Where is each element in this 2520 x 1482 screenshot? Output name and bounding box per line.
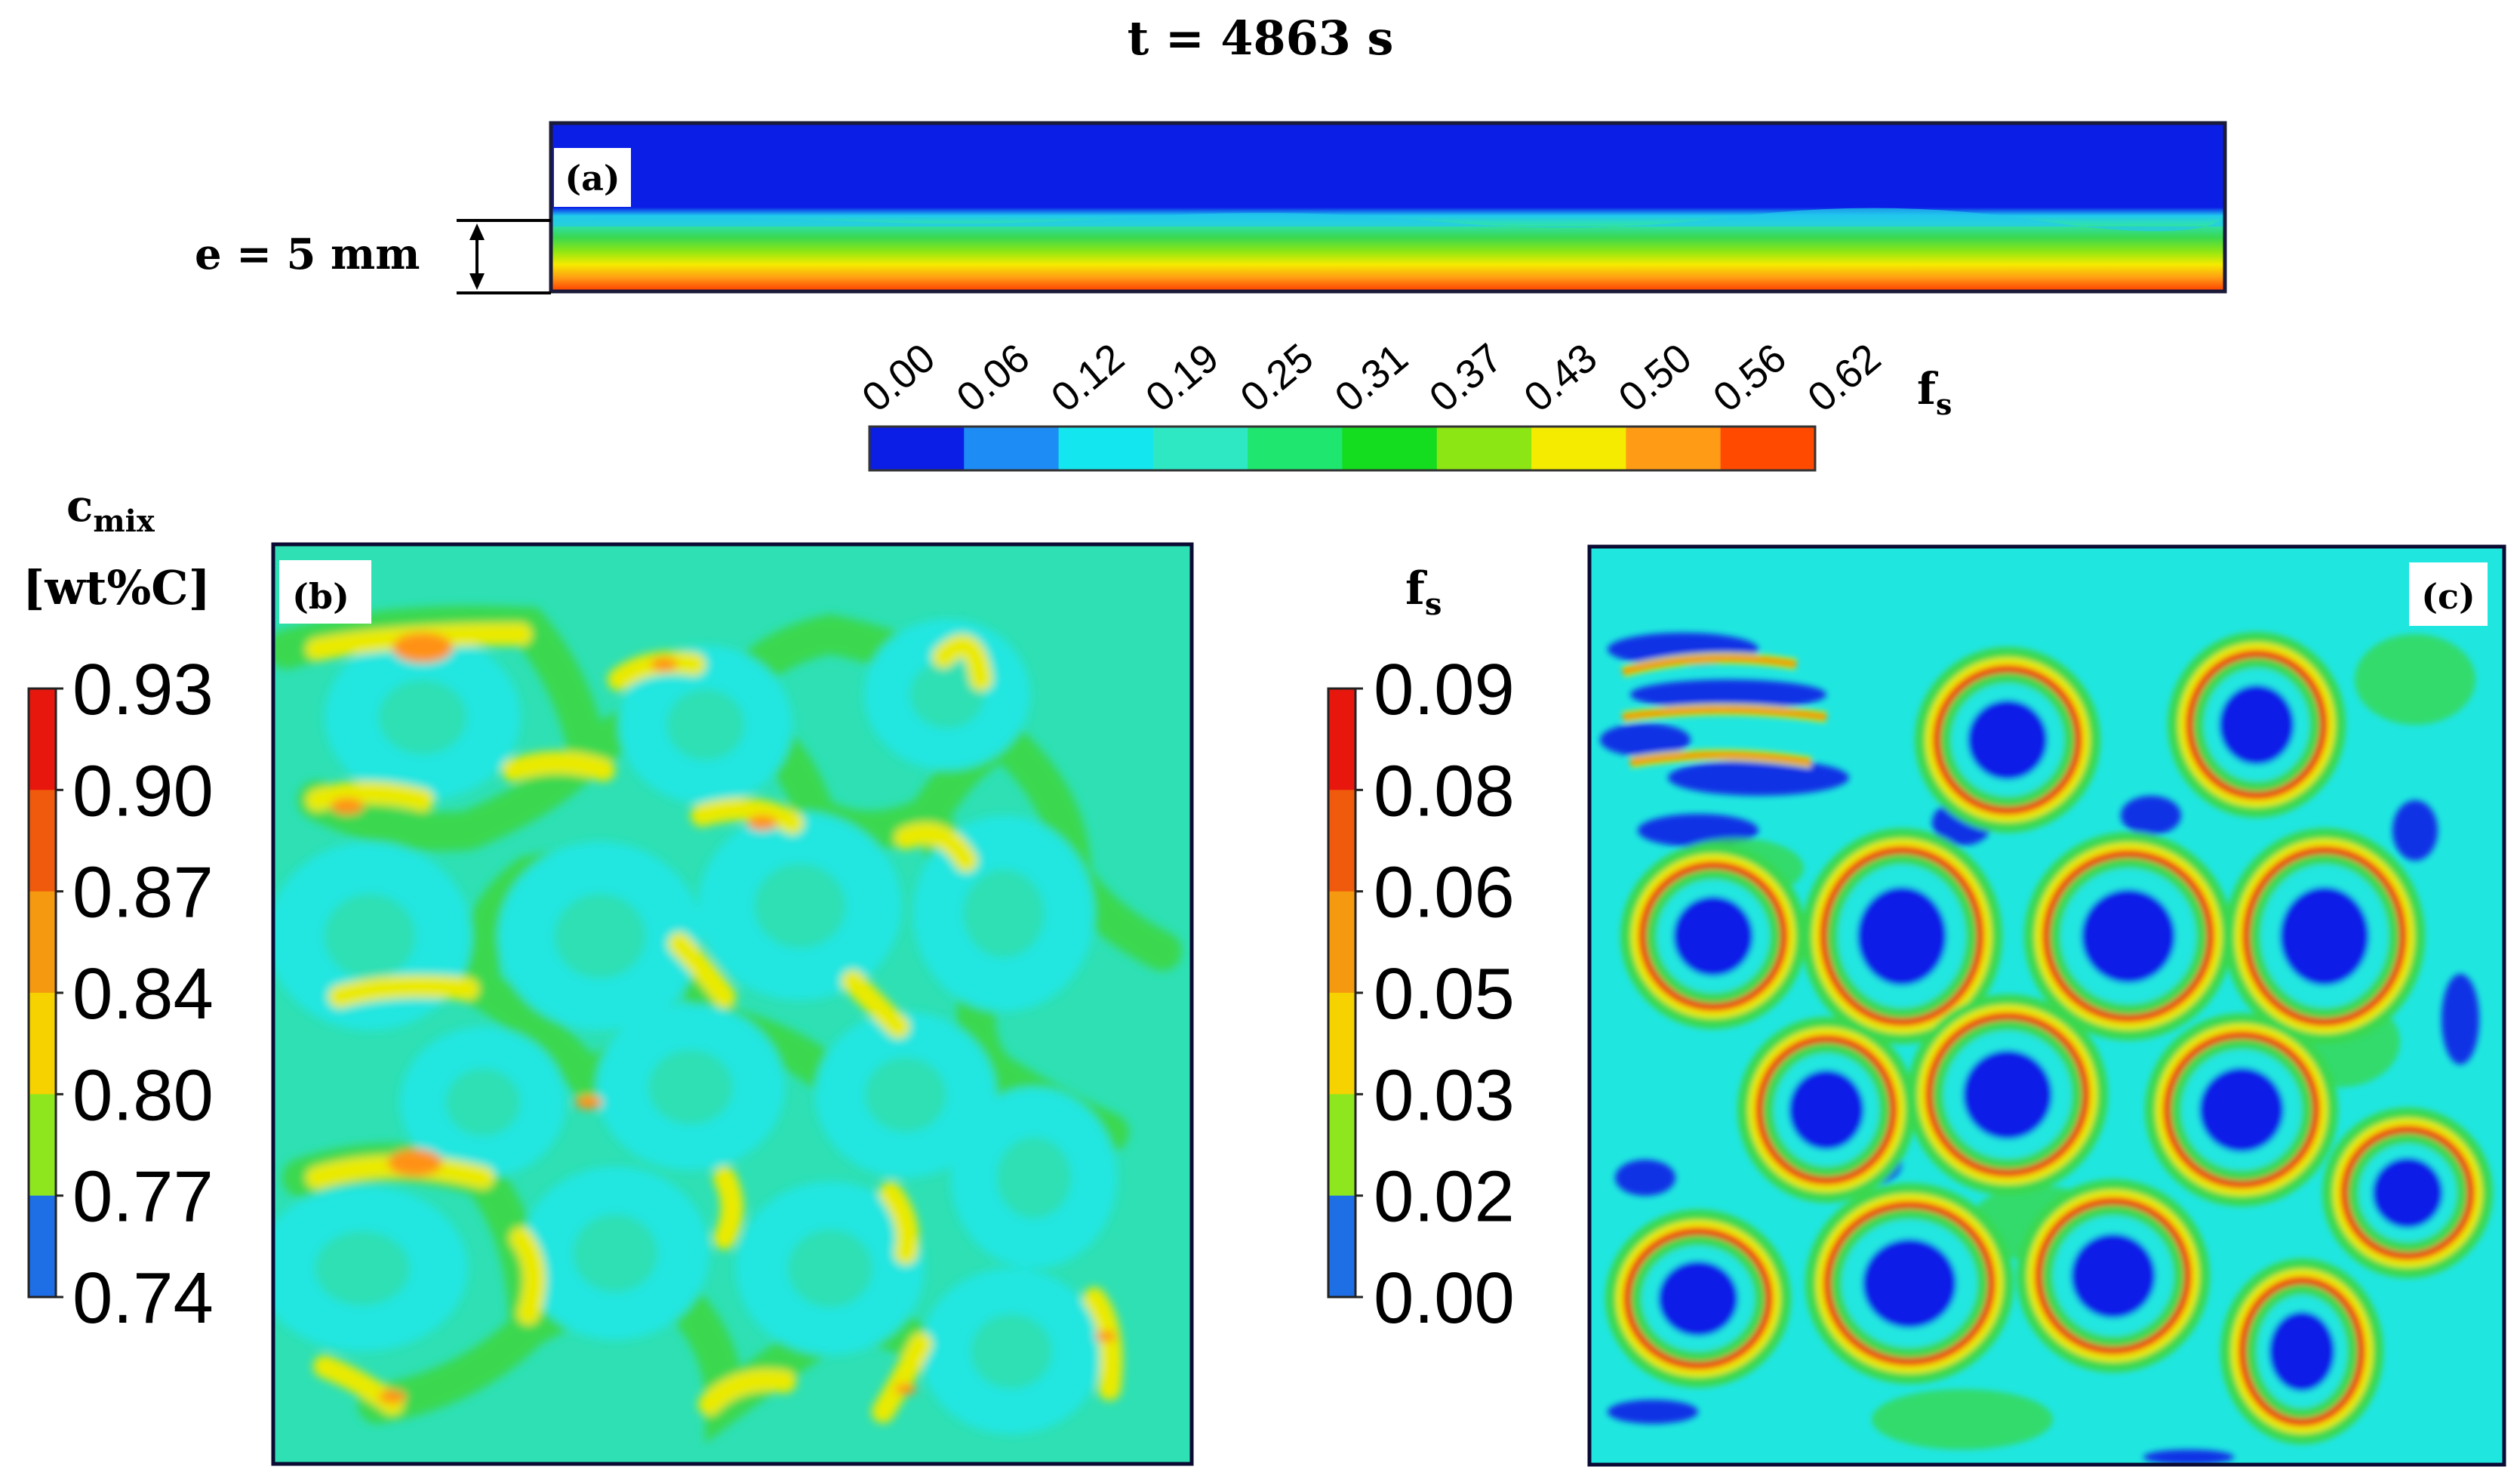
colorbar-fs-tick-label: 0.37 bbox=[1421, 335, 1511, 421]
panel-a-front bbox=[551, 208, 2225, 232]
colorbar-fs-c-label-sub: s bbox=[1425, 587, 1442, 622]
colorbar-fs-c-label: fs bbox=[1405, 562, 1442, 622]
colorbar-fs-tick-label: 0.00 bbox=[854, 335, 943, 421]
panel-a: (a) e = 5 mm 0.00 0.06 0.12 0.19 0.25 0.31 0.3… bbox=[195, 121, 2227, 472]
colorbar-fs-c-swatch bbox=[1328, 891, 1355, 994]
colorbar-cmix-tick-label: 0.93 bbox=[72, 649, 214, 730]
colorbar-cmix-swatch bbox=[29, 1094, 56, 1197]
colorbar-fs-tick-label: 0.31 bbox=[1327, 335, 1417, 421]
colorbar-cmix-label-sub: mix bbox=[93, 504, 155, 539]
panel-c-border bbox=[1587, 544, 2506, 1467]
colorbar-cmix-swatch bbox=[29, 689, 56, 790]
colorbar-fs-label-sub: s bbox=[1936, 387, 1952, 421]
colorbar-cmix-tick-label: 0.84 bbox=[72, 954, 214, 1034]
thickness-dimension bbox=[457, 219, 551, 294]
colorbar-cmix: 0.93 0.90 0.87 0.84 0.80 0.77 0.74 bbox=[27, 649, 214, 1339]
colorbar-fs-tick-label: 0.50 bbox=[1611, 335, 1700, 421]
figure-title: t = 4863 s bbox=[1128, 11, 1394, 66]
panel-a-label-box bbox=[554, 148, 631, 207]
colorbar-fs-tick-label: 0.06 bbox=[948, 335, 1038, 421]
colorbar-fs-c-tick-label: 0.09 bbox=[1374, 649, 1515, 730]
colorbar-cmix-swatch bbox=[29, 993, 56, 1095]
colorbar-fs-swatch bbox=[869, 427, 965, 470]
colorbar-fs-swatch bbox=[1531, 427, 1626, 470]
panel-c-label-box bbox=[2409, 562, 2488, 626]
colorbar-fs-swatch bbox=[1626, 427, 1722, 470]
colorbar-fs-swatch bbox=[1152, 427, 1248, 470]
colorbar-fs-horizontal bbox=[868, 425, 1817, 472]
colorbar-fs-c-tick-label: 0.03 bbox=[1374, 1055, 1515, 1135]
colorbar-fs-tick-label: 0.25 bbox=[1232, 335, 1322, 421]
colorbar-fs-c-tick-label: 0.06 bbox=[1374, 852, 1515, 933]
colorbar-cmix-swatch bbox=[29, 790, 56, 892]
colorbar-cmix-tick-label: 0.77 bbox=[72, 1157, 214, 1237]
colorbar-fs-c-tick-label: 0.02 bbox=[1374, 1157, 1515, 1237]
colorbar-fs-swatch bbox=[1436, 427, 1532, 470]
colorbar-fs-ticks: 0.00 0.06 0.12 0.19 0.25 0.31 0.37 0.43 0.50 0.56… bbox=[854, 335, 1889, 421]
colorbar-fs-c: 0.09 0.08 0.06 0.05 0.03 0.02 0.00 bbox=[1327, 649, 1515, 1339]
colorbar-fs-swatch bbox=[1720, 427, 1816, 470]
panel-b-border bbox=[271, 542, 1194, 1466]
colorbar-fs-c-swatch bbox=[1328, 1094, 1355, 1197]
colorbar-fs-tick-label: 0.43 bbox=[1515, 335, 1605, 421]
colorbar-fs-c-label-main: f bbox=[1405, 562, 1428, 615]
panel-b: (b) cmix [wt%C] 0.93 0.90 0.87 0.84 0.80 0.77… bbox=[23, 480, 1194, 1466]
colorbar-fs-swatch bbox=[1342, 427, 1438, 470]
panel-a-label: (a) bbox=[565, 158, 620, 199]
colorbar-fs-label-main: f bbox=[1917, 363, 1939, 414]
panel-c: (c) fs 0.09 0.08 0.06 0.05 0.03 0.02 0.00 bbox=[1327, 544, 2506, 1467]
colorbar-fs-swatch bbox=[964, 427, 1060, 470]
panel-c-label: (c) bbox=[2421, 576, 2475, 617]
colorbar-fs-label: fs bbox=[1917, 363, 1952, 421]
colorbar-fs-c-swatch bbox=[1328, 689, 1355, 790]
colorbar-fs-tick-label: 0.12 bbox=[1043, 335, 1133, 421]
colorbar-cmix-swatch bbox=[29, 891, 56, 994]
colorbar-fs-swatch bbox=[1058, 427, 1154, 470]
panel-a-field bbox=[551, 123, 2225, 291]
colorbar-cmix-tick-label: 0.90 bbox=[72, 750, 214, 831]
colorbar-fs-tick-label: 0.56 bbox=[1705, 335, 1795, 421]
panel-a-border bbox=[549, 121, 2227, 294]
colorbar-cmix-swatch bbox=[29, 1195, 56, 1298]
colorbar-cmix-tick-label: 0.87 bbox=[72, 852, 214, 933]
colorbar-fs-c-tick-label: 0.00 bbox=[1374, 1258, 1515, 1339]
colorbar-fs-c-tick-label: 0.08 bbox=[1374, 750, 1515, 831]
colorbar-cmix-tick-label: 0.80 bbox=[72, 1055, 214, 1135]
panel-b-label-box bbox=[279, 560, 371, 624]
colorbar-cmix-tick-label: 0.74 bbox=[72, 1258, 214, 1339]
colorbar-fs-swatch bbox=[1248, 427, 1343, 470]
colorbar-fs-c-swatch bbox=[1328, 790, 1355, 892]
colorbar-cmix-unit: [wt%C] bbox=[23, 560, 211, 615]
panel-b-label: (b) bbox=[292, 576, 349, 617]
colorbar-cmix-label-main: c bbox=[66, 480, 93, 531]
colorbar-fs-c-tick-label: 0.05 bbox=[1374, 954, 1515, 1034]
thickness-label: e = 5 mm bbox=[195, 230, 420, 279]
colorbar-fs-c-swatch bbox=[1328, 1195, 1355, 1298]
colorbar-fs-tick-label: 0.62 bbox=[1799, 335, 1889, 421]
colorbar-fs-tick-label: 0.19 bbox=[1137, 335, 1227, 421]
colorbar-fs-c-swatch bbox=[1328, 993, 1355, 1095]
colorbar-cmix-label: cmix bbox=[66, 480, 155, 539]
